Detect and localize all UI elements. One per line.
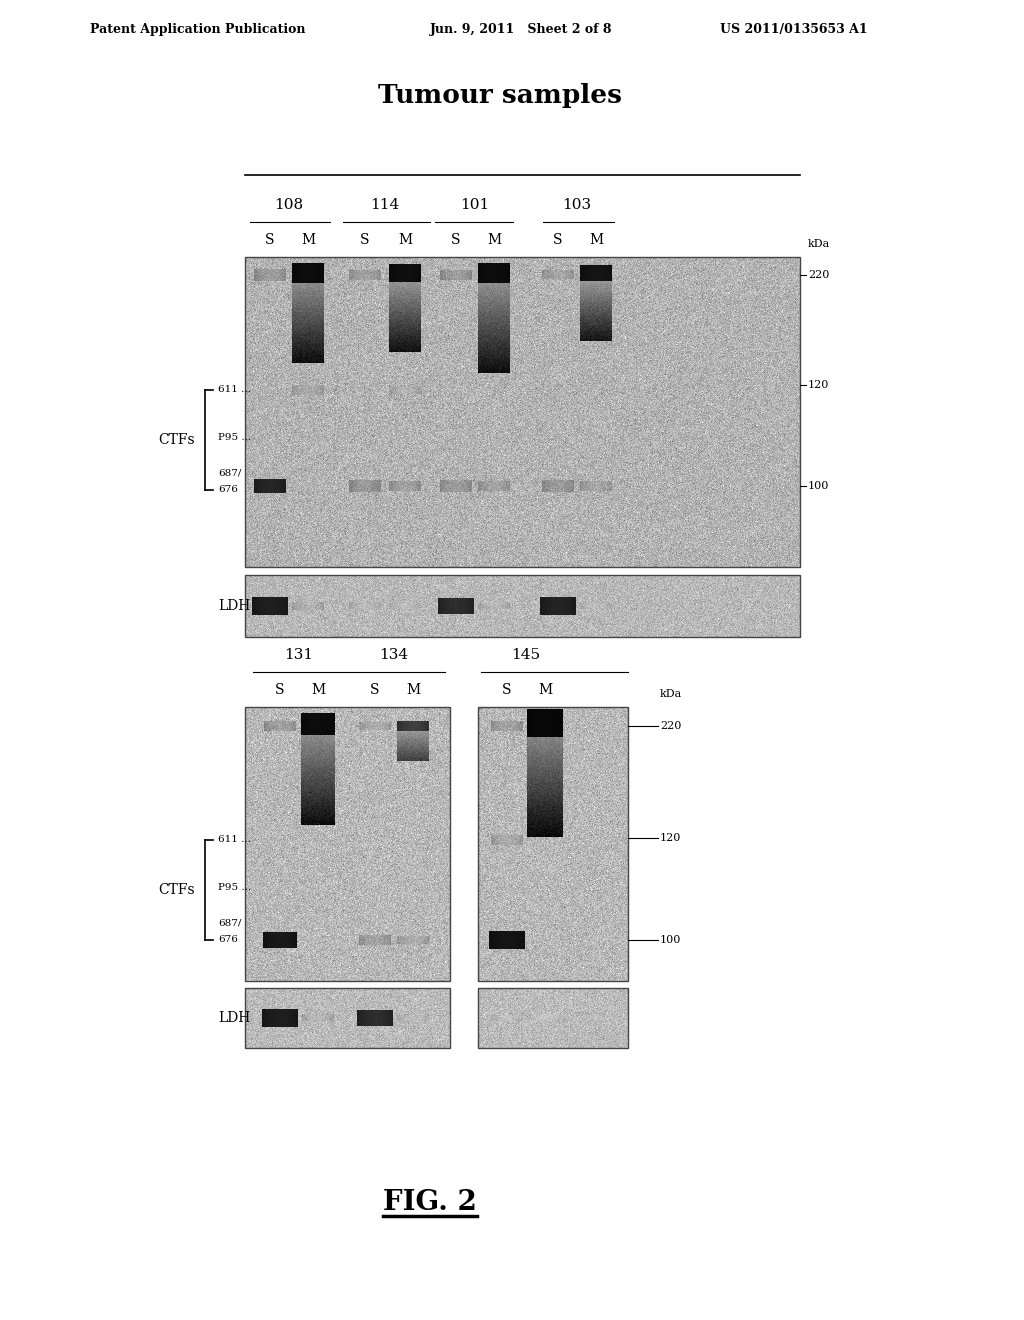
Text: 145: 145 [511,648,541,663]
Bar [245,708,450,981]
Text: 101: 101 [461,198,489,213]
Text: Tumour samples: Tumour samples [378,82,622,107]
Text: M: M [538,682,552,697]
Text: 108: 108 [274,198,303,213]
Text: 676: 676 [218,486,238,495]
Bar [245,576,800,638]
Text: CTFs: CTFs [159,433,195,447]
Text: 611 ...: 611 ... [218,836,251,845]
Text: 100: 100 [660,935,681,945]
Text: 220: 220 [660,721,681,731]
Text: S: S [502,682,512,697]
Text: LDH: LDH [218,1011,250,1026]
Text: 220: 220 [808,271,829,280]
Text: 611 ...: 611 ... [218,385,251,395]
Text: P95 ...: P95 ... [218,433,251,442]
Text: S: S [452,234,461,247]
Bar [478,987,628,1048]
Text: US 2011/0135653 A1: US 2011/0135653 A1 [720,24,867,37]
Bar [245,987,450,1048]
Text: kDa: kDa [808,239,830,249]
Text: CTFs: CTFs [159,883,195,898]
Text: S: S [360,234,370,247]
Text: M: M [487,234,501,247]
Text: FIG. 2: FIG. 2 [383,1188,477,1216]
Text: M: M [406,682,420,697]
Text: kDa: kDa [660,689,682,700]
Text: M: M [311,682,325,697]
Text: M: M [398,234,412,247]
Text: 687/: 687/ [218,469,242,478]
Text: 676: 676 [218,936,238,945]
Text: M: M [301,234,315,247]
Text: 103: 103 [562,198,592,213]
Text: LDH: LDH [218,599,250,612]
Text: 120: 120 [660,833,681,843]
Bar [245,257,800,568]
Text: 131: 131 [285,648,313,663]
Text: 100: 100 [808,480,829,491]
Text: S: S [265,234,274,247]
Text: Jun. 9, 2011   Sheet 2 of 8: Jun. 9, 2011 Sheet 2 of 8 [430,24,612,37]
Text: P95 ...: P95 ... [218,883,251,892]
Text: 687/: 687/ [218,919,242,928]
Text: 120: 120 [808,380,829,389]
Text: 114: 114 [371,198,399,213]
Text: M: M [589,234,603,247]
Bar [478,708,628,981]
Text: S: S [275,682,285,697]
Text: S: S [371,682,380,697]
Text: S: S [553,234,563,247]
Text: 134: 134 [380,648,409,663]
Text: Patent Application Publication: Patent Application Publication [90,24,305,37]
